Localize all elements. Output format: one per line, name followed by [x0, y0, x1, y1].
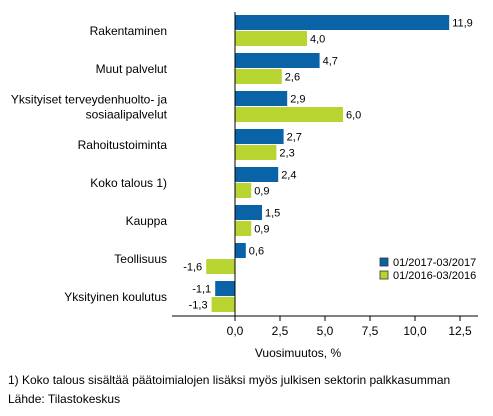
- value-label: 4,0: [310, 34, 325, 46]
- bar: [211, 297, 235, 312]
- value-label: -1,1: [192, 284, 211, 296]
- value-label: -1,6: [183, 262, 202, 274]
- category-label: Teollisuus: [114, 252, 167, 266]
- category-label: Yksityiset terveydenhuolto- ja sosiaalipa…: [11, 93, 168, 122]
- category-labels: Rakentaminen Muut palvelut Yksityiset terv…: [11, 24, 168, 304]
- value-label: 1,5: [265, 208, 280, 220]
- source-note: Lähde: Tilastokeskus: [8, 392, 121, 406]
- legend-swatch: [379, 257, 389, 267]
- bar-chart: Rakentaminen Muut palvelut Yksityiset terv…: [11, 12, 478, 360]
- category-label: Koko talous 1): [90, 176, 167, 190]
- value-label: 2,3: [279, 148, 294, 160]
- bar: [206, 259, 235, 274]
- value-label: 6,0: [346, 110, 361, 122]
- value-label: 0,6: [249, 246, 264, 258]
- bar: [235, 205, 262, 220]
- bar: [235, 15, 450, 30]
- category-label: Rakentaminen: [90, 24, 167, 38]
- bar: [235, 53, 320, 68]
- bar: [235, 145, 277, 160]
- value-label: 2,4: [281, 170, 296, 182]
- bar: [235, 69, 282, 84]
- x-tick-label: 0,0: [227, 324, 244, 338]
- x-axis-label: Vuosimuutos, %: [255, 346, 342, 360]
- bars: [206, 15, 450, 312]
- value-label: 0,9: [254, 186, 269, 198]
- bar: [235, 31, 307, 46]
- bar: [235, 183, 252, 198]
- footnote: 1) Koko talous sisältää päätoimialojen l…: [8, 373, 451, 387]
- bar: [235, 91, 288, 106]
- category-label: Kauppa: [126, 214, 168, 228]
- value-label: 2,6: [285, 72, 300, 84]
- x-tick-label: 2,5: [272, 324, 289, 338]
- value-label: 2,7: [287, 132, 302, 144]
- category-label: Muut palvelut: [96, 62, 168, 76]
- bar: [235, 221, 252, 236]
- bar: [235, 107, 343, 122]
- legend-label: 01/2017-03/2017: [393, 257, 476, 269]
- bar: [235, 129, 284, 144]
- x-tick-label: 7,5: [362, 324, 379, 338]
- x-tick-label: 10,0: [403, 324, 427, 338]
- category-label: Yksityinen koulutus: [64, 290, 167, 304]
- value-label: -1,3: [189, 300, 208, 312]
- bar: [235, 243, 246, 258]
- value-label: 2,9: [290, 94, 305, 106]
- value-labels: 11,9 4,0 4,7 2,6 2,9 6,0 2,7 2,3 2,4 0,9 1,5 0,9 0,6…: [183, 18, 473, 312]
- category-label: Rahoitustoiminta: [78, 138, 168, 152]
- legend-label: 01/2016-03/2016: [393, 270, 476, 282]
- x-axis-ticks: 0,0 2,5 5,0 7,5 10,0 12,5: [227, 316, 472, 338]
- bar: [235, 167, 279, 182]
- x-tick-label: 5,0: [317, 324, 334, 338]
- value-label: 4,7: [323, 56, 338, 68]
- value-label: 11,9: [452, 18, 473, 30]
- legend-swatch: [379, 270, 389, 280]
- value-label: 0,9: [254, 224, 269, 236]
- bar: [215, 281, 235, 296]
- x-tick-label: 12,5: [448, 324, 472, 338]
